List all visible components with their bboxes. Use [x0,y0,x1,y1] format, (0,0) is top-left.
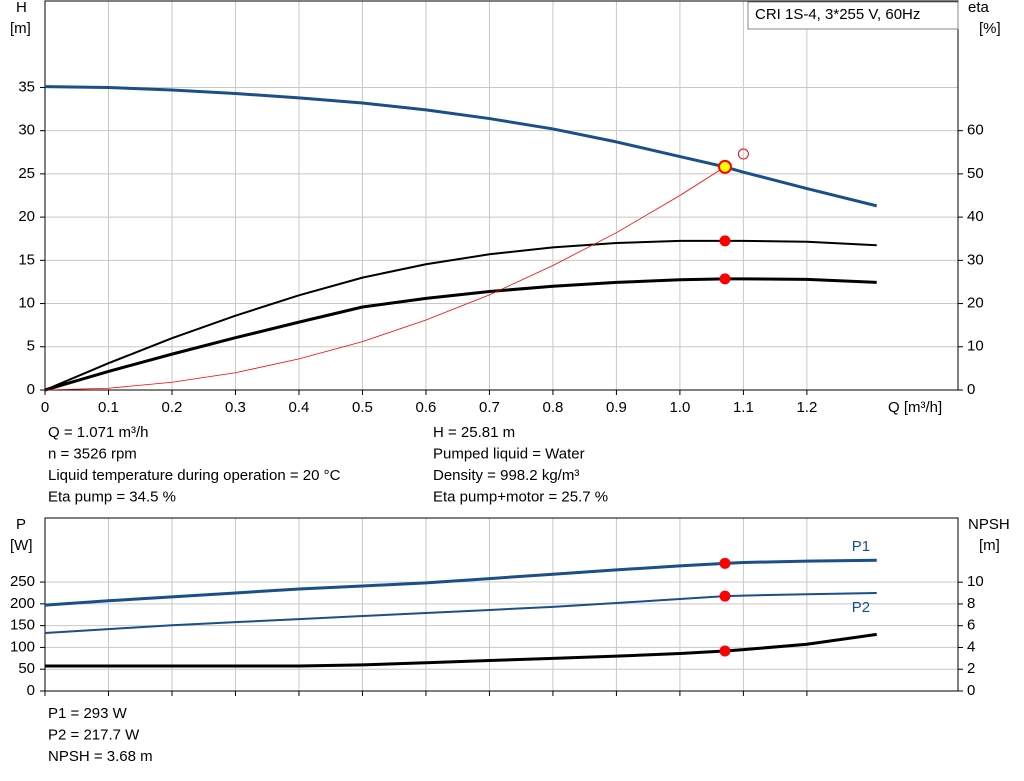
y-tick-label: 20 [18,208,35,225]
y2-tick-label: 10 [967,573,984,590]
y-tick-label: 100 [10,638,35,655]
title-box [747,1,959,30]
curve [44,85,878,208]
y2-tick-label: 50 [967,165,984,182]
x-tick-label: 0.8 [542,399,563,416]
y2-tick-label: 0 [967,682,975,699]
y-tick-label: 150 [10,617,35,634]
y2-tick-label: 6 [967,617,975,634]
x-tick-label: 0.5 [352,399,373,416]
y-tick-label: 15 [18,251,35,268]
x-tick-label: 0.6 [416,399,437,416]
y2-tick-label: 40 [967,208,984,225]
operating-point [719,557,731,569]
y-axis-label: P [16,516,26,533]
y2-axis-label: NPSH [968,516,1010,533]
info-text: H = 25.81 m [433,424,515,441]
operating-point [717,159,732,174]
y2-tick-label: 4 [967,638,975,655]
info-text: Pumped liquid = Water [433,445,585,462]
x-tick-label: 0.9 [606,399,627,416]
y2-tick-label: 0 [967,381,975,398]
operating-point [719,235,731,247]
y-tick-label: 35 [18,78,35,95]
y-axis-label: H [16,0,27,16]
series-label: P2 [852,599,870,616]
y2-axis-label: eta [968,0,990,16]
y2-tick-label: 30 [967,251,984,268]
y-tick-label: 5 [27,338,35,355]
operating-point [719,590,731,602]
info-text: Q = 1.071 m³/h [48,424,148,441]
curve [44,591,877,635]
x-tick-label: 1.2 [796,399,817,416]
curve [45,632,877,668]
y-tick-label: 250 [10,573,35,590]
operating-point [719,273,731,285]
y-tick-label: 50 [18,660,35,677]
info-text: P2 = 217.7 W [48,726,140,743]
info-text: Eta pump+motor = 25.7 % [433,488,608,505]
y2-tick-label: 20 [967,295,984,312]
info-text: Density = 998.2 kg/m³ [433,467,579,484]
y-axis-label: [m] [10,20,31,37]
curve [44,277,877,392]
info-text: P1 = 293 W [48,705,128,722]
info-text: NPSH = 3.68 m [48,748,153,765]
info-text: n = 3526 rpm [48,445,137,462]
y-tick-label: 0 [27,682,35,699]
x-axis-label: Q [m³/h] [888,399,942,416]
x-tick-label: 0.2 [162,399,183,416]
x-tick-label: 0.4 [289,399,310,416]
y-tick-label: 25 [18,165,35,182]
x-tick-label: 0.3 [225,399,246,416]
x-tick-label: 0 [41,399,49,416]
curve [44,558,877,607]
x-tick-label: 1.0 [669,399,690,416]
y-tick-label: 30 [18,122,35,139]
operating-point [719,645,731,657]
series-label: P1 [852,538,870,555]
info-text: Liquid temperature during operation = 20… [48,467,341,484]
plot-frame [44,0,959,391]
y2-axis-label: [%] [979,20,1001,37]
x-tick-label: 0.1 [98,399,119,416]
curve [44,239,877,391]
curve [44,166,726,391]
x-tick-label: 1.1 [733,399,754,416]
y2-tick-label: 8 [967,595,975,612]
info-text: Eta pump = 34.5 % [48,488,176,505]
operating-point [737,148,749,160]
chart-title: CRI 1S-4, 3*255 V, 60Hz [755,6,920,23]
y2-axis-label: [m] [979,537,1000,554]
y2-tick-label: 2 [967,660,975,677]
y-tick-label: 10 [18,295,35,312]
x-tick-label: 0.7 [479,399,500,416]
y2-tick-label: 60 [967,122,984,139]
y2-tick-label: 10 [967,338,984,355]
y-tick-label: 0 [27,381,35,398]
y-tick-label: 200 [10,595,35,612]
y-axis-label: [W] [10,537,33,554]
